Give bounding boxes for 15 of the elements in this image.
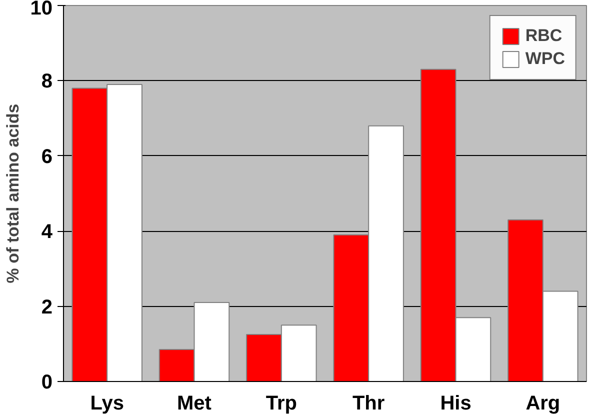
- x-tick-label: His: [440, 392, 472, 414]
- y-axis-title: % of total amino acids: [3, 104, 22, 284]
- y-tick-label: 8: [41, 70, 52, 93]
- x-tick-label: Met: [177, 392, 212, 414]
- x-tick-label: Trp: [266, 392, 297, 414]
- legend-label: RBC: [525, 26, 562, 46]
- y-tick-label: 4: [41, 221, 54, 244]
- x-tick-label: Thr: [352, 392, 385, 414]
- x-tick-label: Arg: [526, 392, 560, 414]
- y-tick-label: 0: [41, 372, 52, 394]
- y-tick-label: 10: [30, 0, 53, 20]
- y-tick-label: 2: [41, 296, 52, 318]
- x-tick-label: Lys: [90, 392, 124, 414]
- y-tick-label: 6: [41, 146, 52, 168]
- legend-label: WPC: [525, 49, 565, 69]
